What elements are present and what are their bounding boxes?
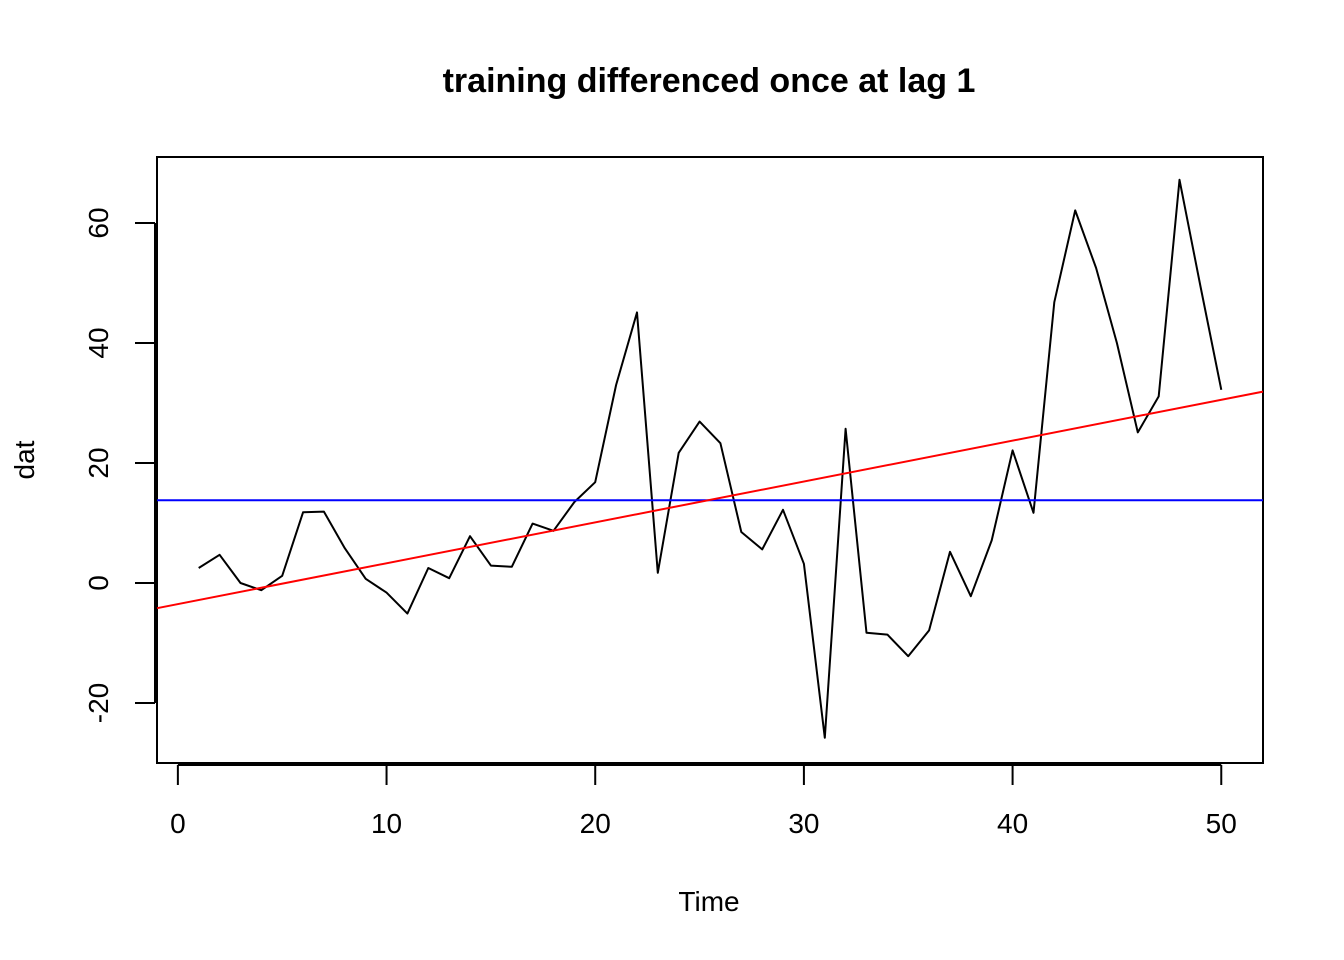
chart-title: training differenced once at lag 1 [443, 62, 976, 100]
y-axis-label: dat [9, 440, 40, 479]
y-tick-label: 20 [83, 447, 114, 478]
trend-line [156, 390, 1264, 610]
x-axis-label: Time [678, 886, 739, 917]
x-tick-label: 20 [580, 808, 611, 839]
x-tick-label: 40 [997, 808, 1028, 839]
x-tick-label: 30 [788, 808, 819, 839]
series-line [198, 178, 1223, 739]
y-tick-label: 60 [83, 207, 114, 238]
y-tick-label: 0 [83, 575, 114, 591]
y-tick-label: 40 [83, 327, 114, 358]
y-axis: -20 0 20 40 60 [83, 207, 156, 723]
plot-lines [156, 178, 1264, 739]
x-axis: 0 10 20 30 40 50 [170, 764, 1237, 839]
y-tick-label: -20 [83, 683, 114, 723]
x-tick-label: 0 [170, 808, 186, 839]
x-tick-label: 50 [1206, 808, 1237, 839]
plot-frame [156, 156, 1264, 764]
x-tick-label: 10 [371, 808, 402, 839]
